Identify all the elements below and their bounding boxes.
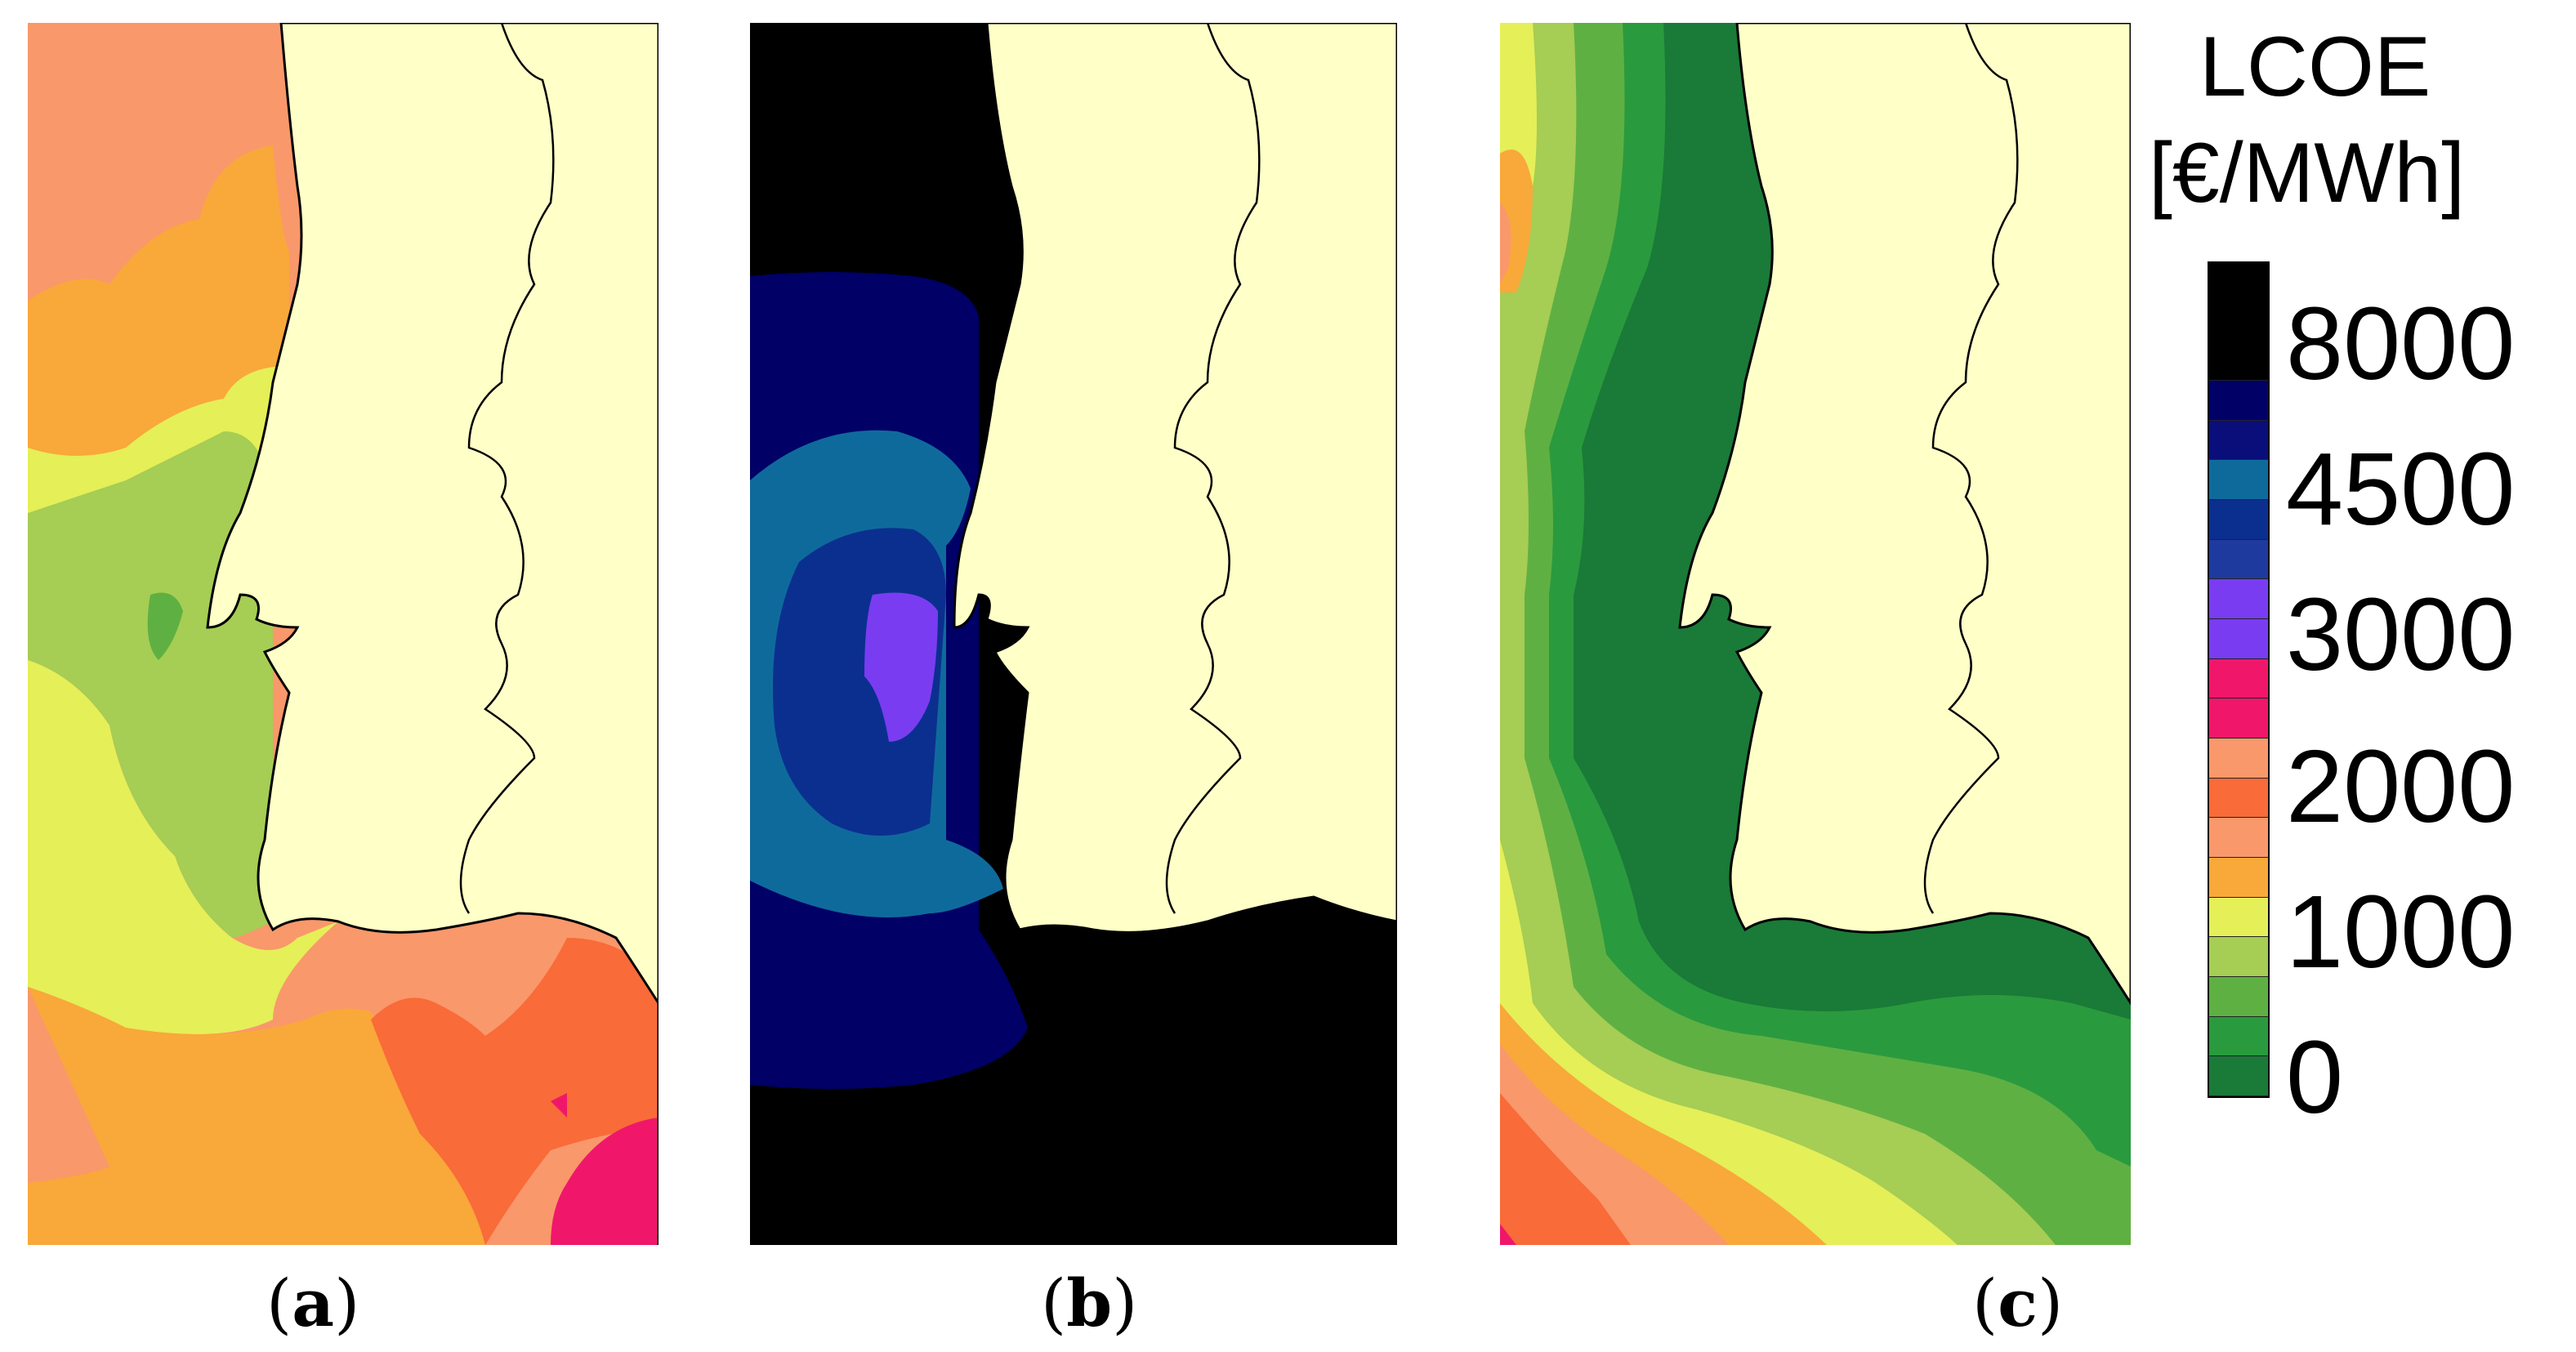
legend-swatch	[2209, 579, 2268, 620]
map-panel-a	[28, 23, 659, 1245]
legend-swatch	[2209, 778, 2268, 819]
legend-title: LCOE	[2199, 20, 2431, 114]
sea-zone-pink-dot	[551, 1093, 567, 1118]
legend-tick-0: 0	[2286, 1020, 2344, 1135]
land-iberia	[206, 23, 659, 1245]
legend-tick-3000: 3000	[2286, 577, 2516, 692]
legend-swatch	[2209, 698, 2268, 739]
legend-tick-8000: 8000	[2286, 286, 2516, 401]
sea-zone-pink	[1500, 1224, 1516, 1245]
legend-unit: [€/MWh]	[2149, 126, 2466, 221]
sea-zone-orange	[28, 145, 289, 456]
color-scale-bar	[2208, 261, 2270, 1098]
border-portugal-spain	[459, 23, 555, 914]
land-iberia	[1678, 23, 2131, 1006]
legend-swatch	[2209, 977, 2268, 1017]
border-portugal-spain	[1165, 23, 1261, 914]
legend-swatch	[2209, 1056, 2268, 1097]
legend-swatch	[2209, 1016, 2268, 1057]
legend-swatch	[2209, 858, 2268, 898]
legend-swatch	[2209, 263, 2268, 381]
sea-zone-yellow-south	[28, 660, 338, 1034]
border-portugal-spain	[1923, 23, 2019, 914]
map-panel-b	[750, 23, 1397, 1245]
legend-swatch	[2209, 500, 2268, 540]
map-panel-c	[1500, 23, 2131, 1245]
legend-swatch	[2209, 420, 2268, 461]
lcoe-map-c	[1500, 23, 2131, 1245]
sea-zone-red-orange	[371, 938, 659, 1245]
legend-tick-4500: 4500	[2286, 431, 2516, 547]
legend-swatch	[2209, 818, 2268, 859]
sea-zone-green	[147, 592, 183, 660]
panel-label-a: (a)	[266, 1265, 360, 1341]
legend-swatch	[2209, 381, 2268, 421]
panel-label-c: (c)	[1972, 1265, 2064, 1341]
lcoe-map-a	[28, 23, 659, 1245]
legend-swatch	[2209, 460, 2268, 501]
sea-zone-lightgreen	[28, 431, 273, 938]
sea-zone-violet	[864, 592, 938, 742]
legend-swatch	[2209, 619, 2268, 659]
legend-swatch	[2209, 658, 2268, 699]
sea-zone-pink	[551, 1118, 659, 1245]
sea-zone-red-orange	[1500, 1093, 1631, 1245]
land-iberia	[953, 23, 1397, 934]
panel-label-b: (b)	[1041, 1265, 1138, 1341]
legend-swatch	[2209, 937, 2268, 978]
sea-zone-orange-south	[28, 987, 485, 1245]
lcoe-map-b	[750, 23, 1397, 1245]
legend-swatch	[2209, 738, 2268, 779]
legend-swatch	[2209, 897, 2268, 938]
legend-tick-1000: 1000	[2286, 874, 2516, 989]
legend-swatch	[2209, 539, 2268, 580]
legend-tick-2000: 2000	[2286, 729, 2516, 844]
